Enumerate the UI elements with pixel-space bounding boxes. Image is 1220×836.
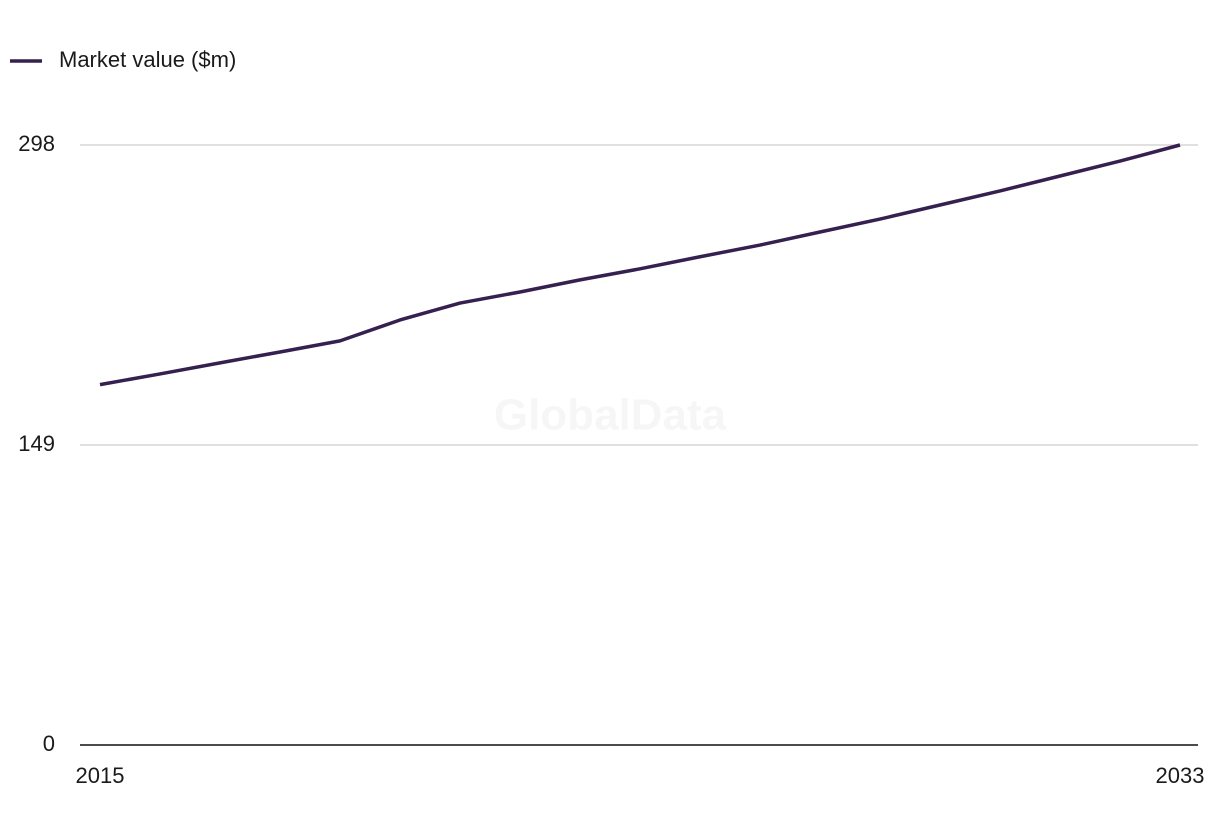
legend-label: Market value ($m) bbox=[59, 47, 236, 72]
y-tick-label: 0 bbox=[43, 731, 55, 756]
line bbox=[99, 143, 1181, 387]
watermark: GlobalData bbox=[494, 391, 727, 440]
x-tick-label: 2015 bbox=[76, 763, 125, 788]
y-tick-label: 298 bbox=[18, 131, 55, 156]
y-tick-label: 149 bbox=[18, 431, 55, 456]
x-tick-label: 2033 bbox=[1156, 763, 1205, 788]
